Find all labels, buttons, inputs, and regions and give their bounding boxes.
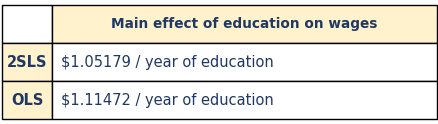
Bar: [2, 5, 52, 43]
Bar: [52, 5, 436, 43]
Bar: [52, 43, 436, 81]
Bar: [52, 81, 436, 119]
Bar: [2, 81, 52, 119]
Text: $1.11472 / year of education: $1.11472 / year of education: [61, 93, 273, 108]
Text: OLS: OLS: [11, 93, 43, 108]
Text: 2SLS: 2SLS: [7, 55, 47, 70]
Bar: [2, 43, 52, 81]
Text: $1.05179 / year of education: $1.05179 / year of education: [61, 55, 273, 70]
Text: Main effect of education on wages: Main effect of education on wages: [111, 17, 377, 31]
